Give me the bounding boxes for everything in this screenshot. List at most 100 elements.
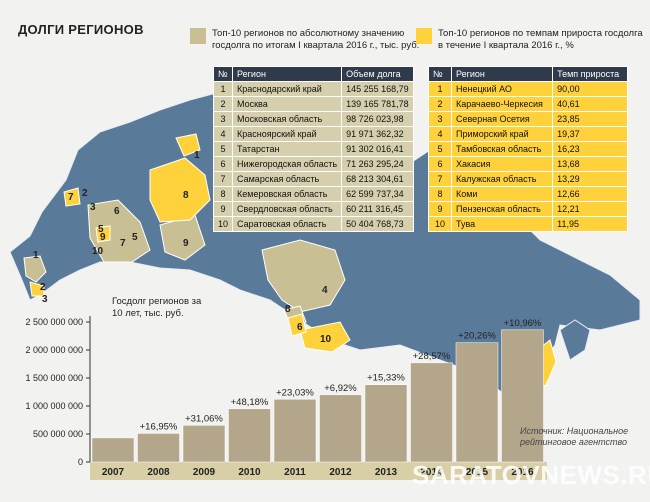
table-growth-cell: Северная Осетия bbox=[450, 111, 554, 127]
table-growth-rate: № Регион Темп прироста 1 Ненецкий АО 90,00… bbox=[428, 66, 628, 232]
table-growth-row: 2 Карачаево-Черкесия 40,61 bbox=[428, 96, 628, 112]
bar-data-label: +23,03% bbox=[276, 387, 314, 398]
bar bbox=[273, 399, 317, 463]
table-absolute-cell: 60 211 316,45 bbox=[341, 201, 414, 217]
table-growth-cell: Ненецкий АО bbox=[450, 81, 554, 97]
table-growth-cell: 19,37 bbox=[552, 126, 628, 142]
x-tick-label: 2013 bbox=[375, 467, 398, 478]
table-growth-cell: Калужская область bbox=[450, 171, 554, 187]
x-tick-label: 2009 bbox=[193, 467, 216, 478]
table-absolute-cell: Самарская область bbox=[232, 171, 343, 187]
table-absolute-cell: Краснодарский край bbox=[232, 81, 343, 97]
y-tick-label: 2 000 000 000 bbox=[25, 345, 83, 355]
table-absolute-cell: 4 bbox=[212, 126, 234, 142]
bar bbox=[91, 437, 135, 463]
table-absolute-cell: Нижегородская область bbox=[232, 156, 343, 172]
x-tick-label: 2015 bbox=[466, 467, 489, 478]
table-growth-cell: 23,85 bbox=[552, 111, 628, 127]
table-absolute-cell: 10 bbox=[212, 216, 234, 232]
bar-data-label: +48,18% bbox=[231, 397, 269, 408]
table-absolute-cell: 50 404 768,73 bbox=[341, 216, 414, 232]
table-growth-cell: 90,00 bbox=[552, 81, 628, 97]
table-growth-row: 9 Пензенская область 12,21 bbox=[428, 201, 628, 217]
table-growth-row: 4 Приморский край 19,37 bbox=[428, 126, 628, 142]
table-growth-cell: Хакасия bbox=[450, 156, 554, 172]
map-label-beige-7: 7 bbox=[120, 238, 126, 249]
table-growth-header-value: Темп прироста bbox=[552, 66, 628, 82]
table-growth-cell: 2 bbox=[428, 96, 452, 112]
table-absolute-cell: 139 165 781,78 bbox=[341, 96, 414, 112]
map-label-yellow-5: 5 bbox=[98, 224, 104, 235]
table-absolute-header-value: Объем долга bbox=[341, 66, 414, 82]
table-growth-cell: 12,21 bbox=[552, 201, 628, 217]
map-label-yellow-2: 2 bbox=[40, 282, 46, 293]
table-absolute-cell: Москва bbox=[232, 96, 343, 112]
bar bbox=[364, 384, 408, 463]
table-absolute-debt: № Регион Объем долга 1 Краснодарский край… bbox=[212, 66, 414, 232]
table-absolute-row: 9 Свердловская область 60 211 316,45 bbox=[212, 201, 414, 217]
bar-data-label: +31,06% bbox=[185, 413, 223, 424]
map-label-beige-8: 8 bbox=[285, 304, 291, 315]
table-absolute-row: 4 Красноярский край 91 971 362,32 bbox=[212, 126, 414, 142]
table-growth-cell: Тамбовская область bbox=[450, 141, 554, 157]
table-absolute-row: 8 Кемеровская область 62 599 737,34 bbox=[212, 186, 414, 202]
bar-data-label: +20,26% bbox=[458, 331, 496, 342]
x-tick-label: 2010 bbox=[238, 467, 261, 478]
table-absolute-row: 5 Татарстан 91 302 016,41 bbox=[212, 141, 414, 157]
table-absolute-row: 7 Самарская область 68 213 304,61 bbox=[212, 171, 414, 187]
region-yellow-caucasus bbox=[29, 281, 45, 297]
bar bbox=[228, 408, 271, 463]
x-tick-label: 2016 bbox=[511, 467, 534, 478]
table-growth-cell: 7 bbox=[428, 171, 452, 187]
table-absolute-cell: Татарстан bbox=[232, 141, 343, 157]
table-growth-row: 7 Калужская область 13,29 bbox=[428, 171, 628, 187]
bar-data-label: +15,33% bbox=[367, 373, 405, 384]
chart-title: Госдолг регионов за 10 лет, тыс. руб. bbox=[112, 296, 202, 319]
y-tick-label: 2 500 000 000 bbox=[25, 317, 83, 327]
legend-absolute: Топ-10 регионов по абсолютному значению … bbox=[212, 28, 420, 51]
table-growth-header-num: № bbox=[428, 66, 452, 82]
table-growth-row: 8 Коми 12,66 bbox=[428, 186, 628, 202]
table-absolute-cell: 71 263 295,24 bbox=[341, 156, 414, 172]
table-growth-cell: 8 bbox=[428, 186, 452, 202]
table-absolute-cell: 145 255 168,79 bbox=[341, 81, 414, 97]
table-absolute-cell: 98 726 023,98 bbox=[341, 111, 414, 127]
table-absolute-cell: Московская область bbox=[232, 111, 343, 127]
table-absolute-cell: Красноярский край bbox=[232, 126, 343, 142]
bar bbox=[319, 394, 362, 463]
bar bbox=[182, 425, 226, 463]
table-absolute-cell: Саратовская область bbox=[232, 216, 343, 232]
table-absolute-row: 2 Москва 139 165 781,78 bbox=[212, 96, 414, 112]
table-growth-cell: 4 bbox=[428, 126, 452, 142]
table-growth-cell: 3 bbox=[428, 111, 452, 127]
table-growth-header-region: Регион bbox=[450, 66, 554, 82]
table-absolute-cell: 7 bbox=[212, 171, 234, 187]
table-growth-cell: Коми bbox=[450, 186, 554, 202]
map-label-yellow-6: 6 bbox=[297, 322, 303, 333]
table-growth-cell: 12,66 bbox=[552, 186, 628, 202]
map-label-beige-2: 2 bbox=[82, 188, 88, 199]
table-growth-cell: 11,95 bbox=[552, 216, 628, 232]
table-absolute-cell: Свердловская область bbox=[232, 201, 343, 217]
x-tick-label: 2011 bbox=[284, 467, 306, 478]
map-label-beige-9: 9 bbox=[183, 238, 189, 249]
table-absolute-row: 10 Саратовская область 50 404 768,73 bbox=[212, 216, 414, 232]
table-growth-row: 1 Ненецкий АО 90,00 bbox=[428, 81, 628, 97]
table-absolute-cell: 1 bbox=[212, 81, 234, 97]
watermark-logo: SARATOVNEWS.RU bbox=[412, 460, 650, 490]
table-absolute-cell: 91 971 362,32 bbox=[341, 126, 414, 142]
table-growth-cell: Приморский край bbox=[450, 126, 554, 142]
table-growth-cell: Карачаево-Черкесия bbox=[450, 96, 554, 112]
map-label-yellow-7: 7 bbox=[68, 192, 74, 203]
bar-data-label: +28,57% bbox=[413, 351, 451, 362]
table-absolute-cell: Кемеровская область bbox=[232, 186, 343, 202]
bar-data-label: +16,95% bbox=[140, 421, 178, 432]
table-growth-cell: 10 bbox=[428, 216, 452, 232]
legend-growth: Топ-10 регионов по темпам прироста госдо… bbox=[438, 28, 643, 51]
table-absolute-cell: 5 bbox=[212, 141, 234, 157]
table-absolute-row: 3 Московская область 98 726 023,98 bbox=[212, 111, 414, 127]
y-tick-label: 0 bbox=[78, 457, 83, 467]
table-growth-cell: 13,68 bbox=[552, 156, 628, 172]
bar-data-label: +6,92% bbox=[324, 383, 357, 394]
